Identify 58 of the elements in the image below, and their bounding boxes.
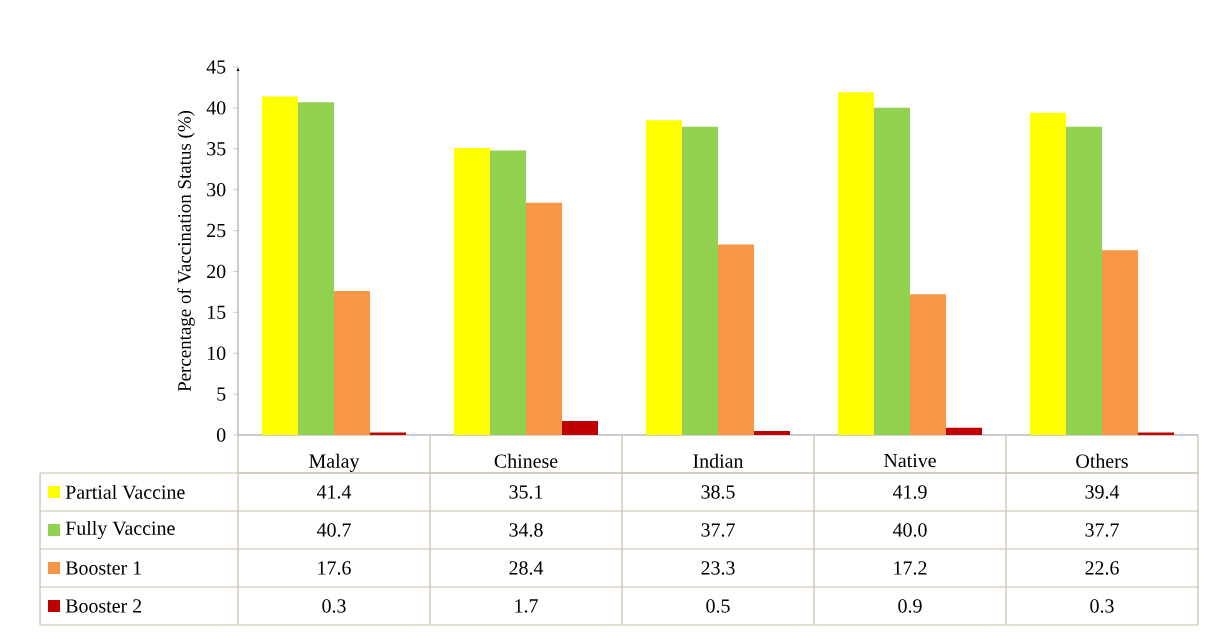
legend-label: Booster 2 bbox=[65, 599, 142, 613]
data-label: 0.3 bbox=[1090, 599, 1114, 613]
x-tick-label: Chinese bbox=[494, 453, 558, 468]
data-label: 41.4 bbox=[316, 485, 352, 499]
y-tick-label: 0 bbox=[216, 428, 226, 442]
data-label: 35.1 bbox=[509, 485, 543, 499]
legend-label: Booster 1 bbox=[65, 561, 141, 575]
data-label: 17.2 bbox=[894, 561, 927, 575]
data-label: 0.3 bbox=[322, 599, 346, 613]
y-tick-label: 30 bbox=[207, 182, 226, 197]
bar bbox=[298, 102, 335, 435]
data-label: 37.7 bbox=[1085, 523, 1119, 537]
bar bbox=[1102, 250, 1139, 435]
data-label: 38.5 bbox=[701, 485, 735, 499]
data-label: 34.8 bbox=[509, 523, 543, 537]
bar bbox=[874, 107, 911, 435]
y-axis-title: Percentage of Vaccination Status (%) bbox=[177, 110, 195, 392]
bar bbox=[754, 430, 791, 435]
bar bbox=[838, 92, 875, 435]
y-tick-label: 45 bbox=[206, 60, 226, 74]
y-tick-label: 35 bbox=[207, 142, 226, 156]
data-label: 41.9 bbox=[892, 485, 927, 499]
y-tick-label: 10 bbox=[207, 346, 226, 360]
bar bbox=[562, 421, 599, 435]
data-label: 22.6 bbox=[1085, 561, 1119, 575]
bar bbox=[946, 427, 983, 435]
data-label: 39.4 bbox=[1085, 485, 1120, 499]
bar bbox=[334, 291, 371, 435]
y-tick-label: 15 bbox=[207, 305, 226, 319]
bar bbox=[454, 147, 491, 435]
bar bbox=[526, 202, 563, 435]
bar bbox=[646, 120, 683, 435]
bar bbox=[1030, 112, 1067, 435]
y-tick-label: 5 bbox=[217, 387, 226, 401]
y-tick-label: 25 bbox=[207, 223, 226, 238]
x-tick-label: Others bbox=[1076, 453, 1128, 468]
legend-label: Partial Vaccine bbox=[65, 484, 185, 500]
y-tick-label: 20 bbox=[207, 264, 226, 279]
bar bbox=[718, 244, 755, 435]
data-label: 1.7 bbox=[515, 599, 538, 613]
bar bbox=[910, 294, 947, 435]
data-label: 17.6 bbox=[318, 561, 351, 575]
data-label: 28.4 bbox=[509, 561, 544, 575]
data-label: 37.7 bbox=[701, 523, 735, 537]
x-tick-label: Indian bbox=[693, 453, 744, 468]
data-label: 40.0 bbox=[892, 523, 927, 537]
data-label: 0.5 bbox=[706, 599, 730, 613]
data-label: 23.3 bbox=[701, 561, 735, 575]
bar bbox=[490, 150, 527, 435]
x-tick-label: Native bbox=[884, 453, 936, 468]
data-label: 40.7 bbox=[316, 523, 351, 537]
bar bbox=[682, 126, 719, 435]
data-label: 0.9 bbox=[898, 599, 922, 613]
bar bbox=[262, 96, 299, 435]
x-tick-label: Malay bbox=[309, 453, 360, 472]
y-tick-label: 40 bbox=[206, 101, 226, 115]
legend-label: Fully Vaccine bbox=[65, 520, 175, 540]
bar bbox=[1066, 126, 1103, 435]
